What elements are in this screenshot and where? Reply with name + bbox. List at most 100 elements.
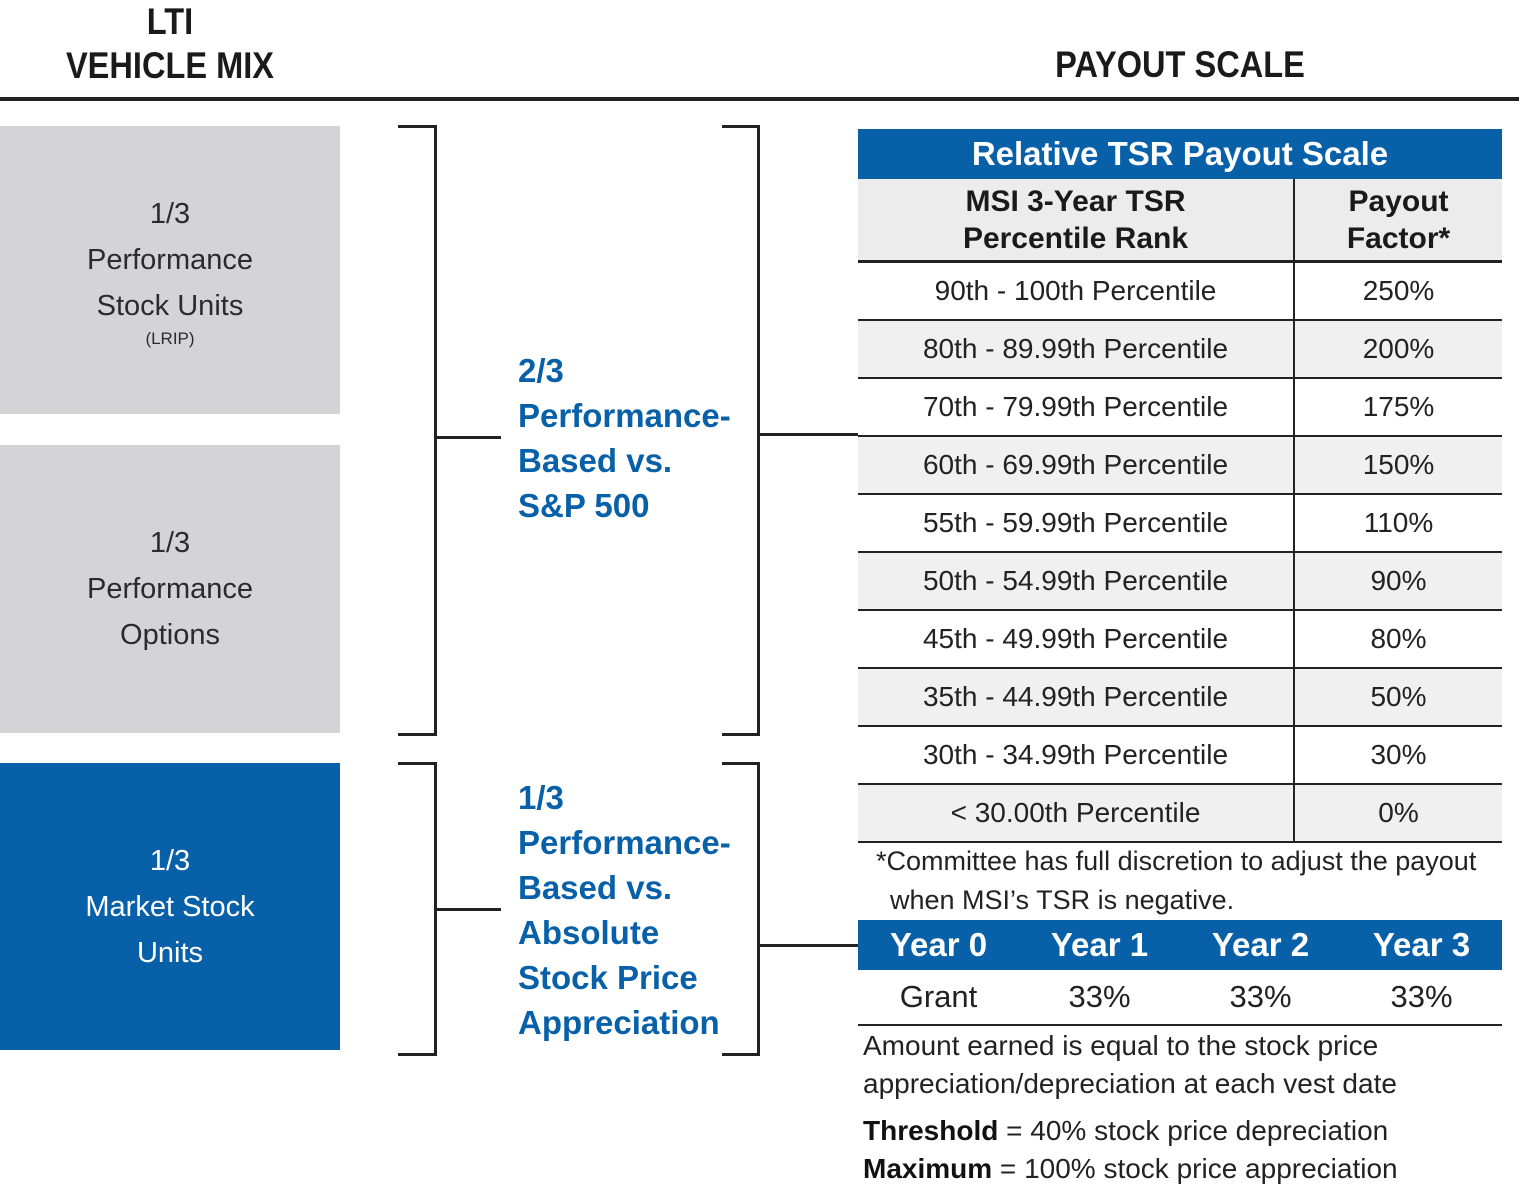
tsr-table-grid: MSI 3-Year TSR Percentile Rank Payout Fa… [858,179,1502,843]
tsr-col-factor-header: Payout Factor* [1294,179,1502,263]
market-note-line1: Amount earned is equal to the stock pric… [863,1030,1379,1061]
group-label-performance: 2/3 Performance- Based vs. S&P 500 [518,348,731,528]
threshold-text: = 40% stock price depreciation [998,1115,1389,1146]
rank-cell: 60th - 69.99th Percentile [858,436,1295,495]
footnote-line2: when MSI’s TSR is negative. [890,885,1235,915]
tsr-header-row: MSI 3-Year TSR Percentile Rank Payout Fa… [858,179,1502,263]
vehicle-line2: Units [136,936,204,969]
vehicle-line1: Performance [86,573,253,605]
group-line: Appreciation [518,1004,720,1041]
rank-cell: 70th - 79.99th Percentile [858,378,1295,437]
maximum-text: = 100% stock price appreciation [992,1153,1398,1184]
factor-cell: 50% [1294,668,1502,727]
vehicle-line2: Stock Units [96,290,244,322]
tsr-table-title: Relative TSR Payout Scale [858,129,1502,179]
threshold-label: Threshold [863,1115,999,1146]
table-row: 35th - 44.99th Percentile 50% [858,668,1502,727]
header-line: MSI 3-Year TSR [965,184,1186,218]
table-row: 50th - 54.99th Percentile 90% [858,552,1502,611]
vesting-value-row: Grant 33% 33% 33% [858,970,1502,1026]
rank-cell: 50th - 54.99th Percentile [858,552,1295,611]
table-row: 70th - 79.99th Percentile 175% [858,378,1502,437]
left-bracket-connector [437,436,501,439]
vehicle-line1: Performance [86,244,253,276]
header-line: Payout [1348,184,1449,218]
group-line: Performance- [518,824,731,861]
rank-cell: 45th - 49.99th Percentile [858,610,1295,669]
left-bracket-market [398,762,437,1056]
factor-cell: 250% [1294,261,1502,321]
vehicle-line1: Market Stock [85,890,255,923]
vesting-value-cell: Grant [899,979,978,1014]
table-row: 60th - 69.99th Percentile 150% [858,436,1502,495]
factor-cell: 80% [1294,610,1502,669]
right-bracket-market [722,762,760,1056]
vehicle-box-psu: 1/3 Performance Stock Units (LRIP) [0,126,340,414]
header-line: Percentile Rank [962,221,1189,255]
table-row: 80th - 89.99th Percentile 200% [858,320,1502,379]
vehicle-note: (LRIP) [145,329,195,348]
header-rule [0,97,1519,101]
right-bracket-connector [760,944,858,947]
vesting-value-cell: 33% [1229,979,1292,1014]
factor-cell: 30% [1294,726,1502,785]
group-line: Stock Price [518,959,698,996]
rank-cell: 35th - 44.99th Percentile [858,668,1295,727]
right-bracket-connector [760,433,858,436]
footnote-line1: *Committee has full discretion to adjust… [876,846,1477,876]
rank-cell: 55th - 59.99th Percentile [858,494,1295,553]
vesting-header-row: Year 0 Year 1 Year 2 Year 3 [858,920,1502,970]
group-line: S&P 500 [518,487,650,524]
group-line: Based vs. [518,869,673,906]
left-bracket-performance [398,125,437,736]
group-line: Absolute [518,914,660,951]
group-line: 1/3 [518,779,564,816]
table-row: 30th - 34.99th Percentile 30% [858,726,1502,785]
table-row: < 30.00th Percentile 0% [858,784,1502,843]
vesting-header-cell: Year 0 [889,926,988,963]
left-header-line1: LTI [146,1,194,42]
left-header: LTI VEHICLE MIX [38,0,302,88]
vesting-value-cell: 33% [1390,979,1453,1014]
vehicle-line2: Options [120,619,220,651]
header-line: Factor* [1346,221,1451,255]
vehicle-fraction: 1/3 [149,527,191,559]
right-bracket-performance [722,125,760,736]
right-header: PAYOUT SCALE [1055,44,1305,85]
threshold-line: Threshold = 40% stock price depreciation [863,1112,1513,1150]
tsr-footnote: *Committee has full discretion to adjust… [876,842,1506,920]
group-label-market: 1/3 Performance- Based vs. Absolute Stoc… [518,775,731,1045]
rank-cell: 90th - 100th Percentile [858,261,1295,321]
vesting-header-cell: Year 3 [1372,926,1471,963]
factor-cell: 90% [1294,552,1502,611]
market-note-line2: appreciation/depreciation at each vest d… [863,1068,1397,1099]
vehicle-box-options: 1/3 Performance Options [0,445,340,733]
rank-cell: 30th - 34.99th Percentile [858,726,1295,785]
group-line: Based vs. [518,442,673,479]
left-bracket-connector [437,908,501,911]
vehicle-fraction: 1/3 [149,844,191,877]
vesting-table: Year 0 Year 1 Year 2 Year 3 Grant 33% 33… [858,920,1502,1026]
vesting-value-cell: 33% [1068,979,1131,1014]
market-notes: Amount earned is equal to the stock pric… [863,1027,1513,1188]
left-header-line2: VEHICLE MIX [65,45,275,86]
group-line: Performance- [518,397,731,434]
vehicle-box-msu: 1/3 Market Stock Units [0,763,340,1050]
tsr-payout-table: Relative TSR Payout Scale MSI 3-Year TSR… [858,129,1502,843]
vehicle-fraction: 1/3 [149,198,191,230]
tsr-col-rank-header: MSI 3-Year TSR Percentile Rank [858,179,1295,263]
table-row: 55th - 59.99th Percentile 110% [858,494,1502,553]
vesting-header-cell: Year 1 [1050,926,1149,963]
vesting-header-cell: Year 2 [1211,926,1310,963]
rank-cell: < 30.00th Percentile [858,784,1295,843]
maximum-line: Maximum = 100% stock price appreciation [863,1150,1513,1188]
table-row: 90th - 100th Percentile 250% [858,261,1502,321]
factor-cell: 110% [1294,494,1502,553]
maximum-label: Maximum [863,1153,993,1184]
factor-cell: 175% [1294,378,1502,437]
factor-cell: 0% [1294,784,1502,843]
group-line: 2/3 [518,352,564,389]
rank-cell: 80th - 89.99th Percentile [858,320,1295,379]
factor-cell: 150% [1294,436,1502,495]
factor-cell: 200% [1294,320,1502,379]
